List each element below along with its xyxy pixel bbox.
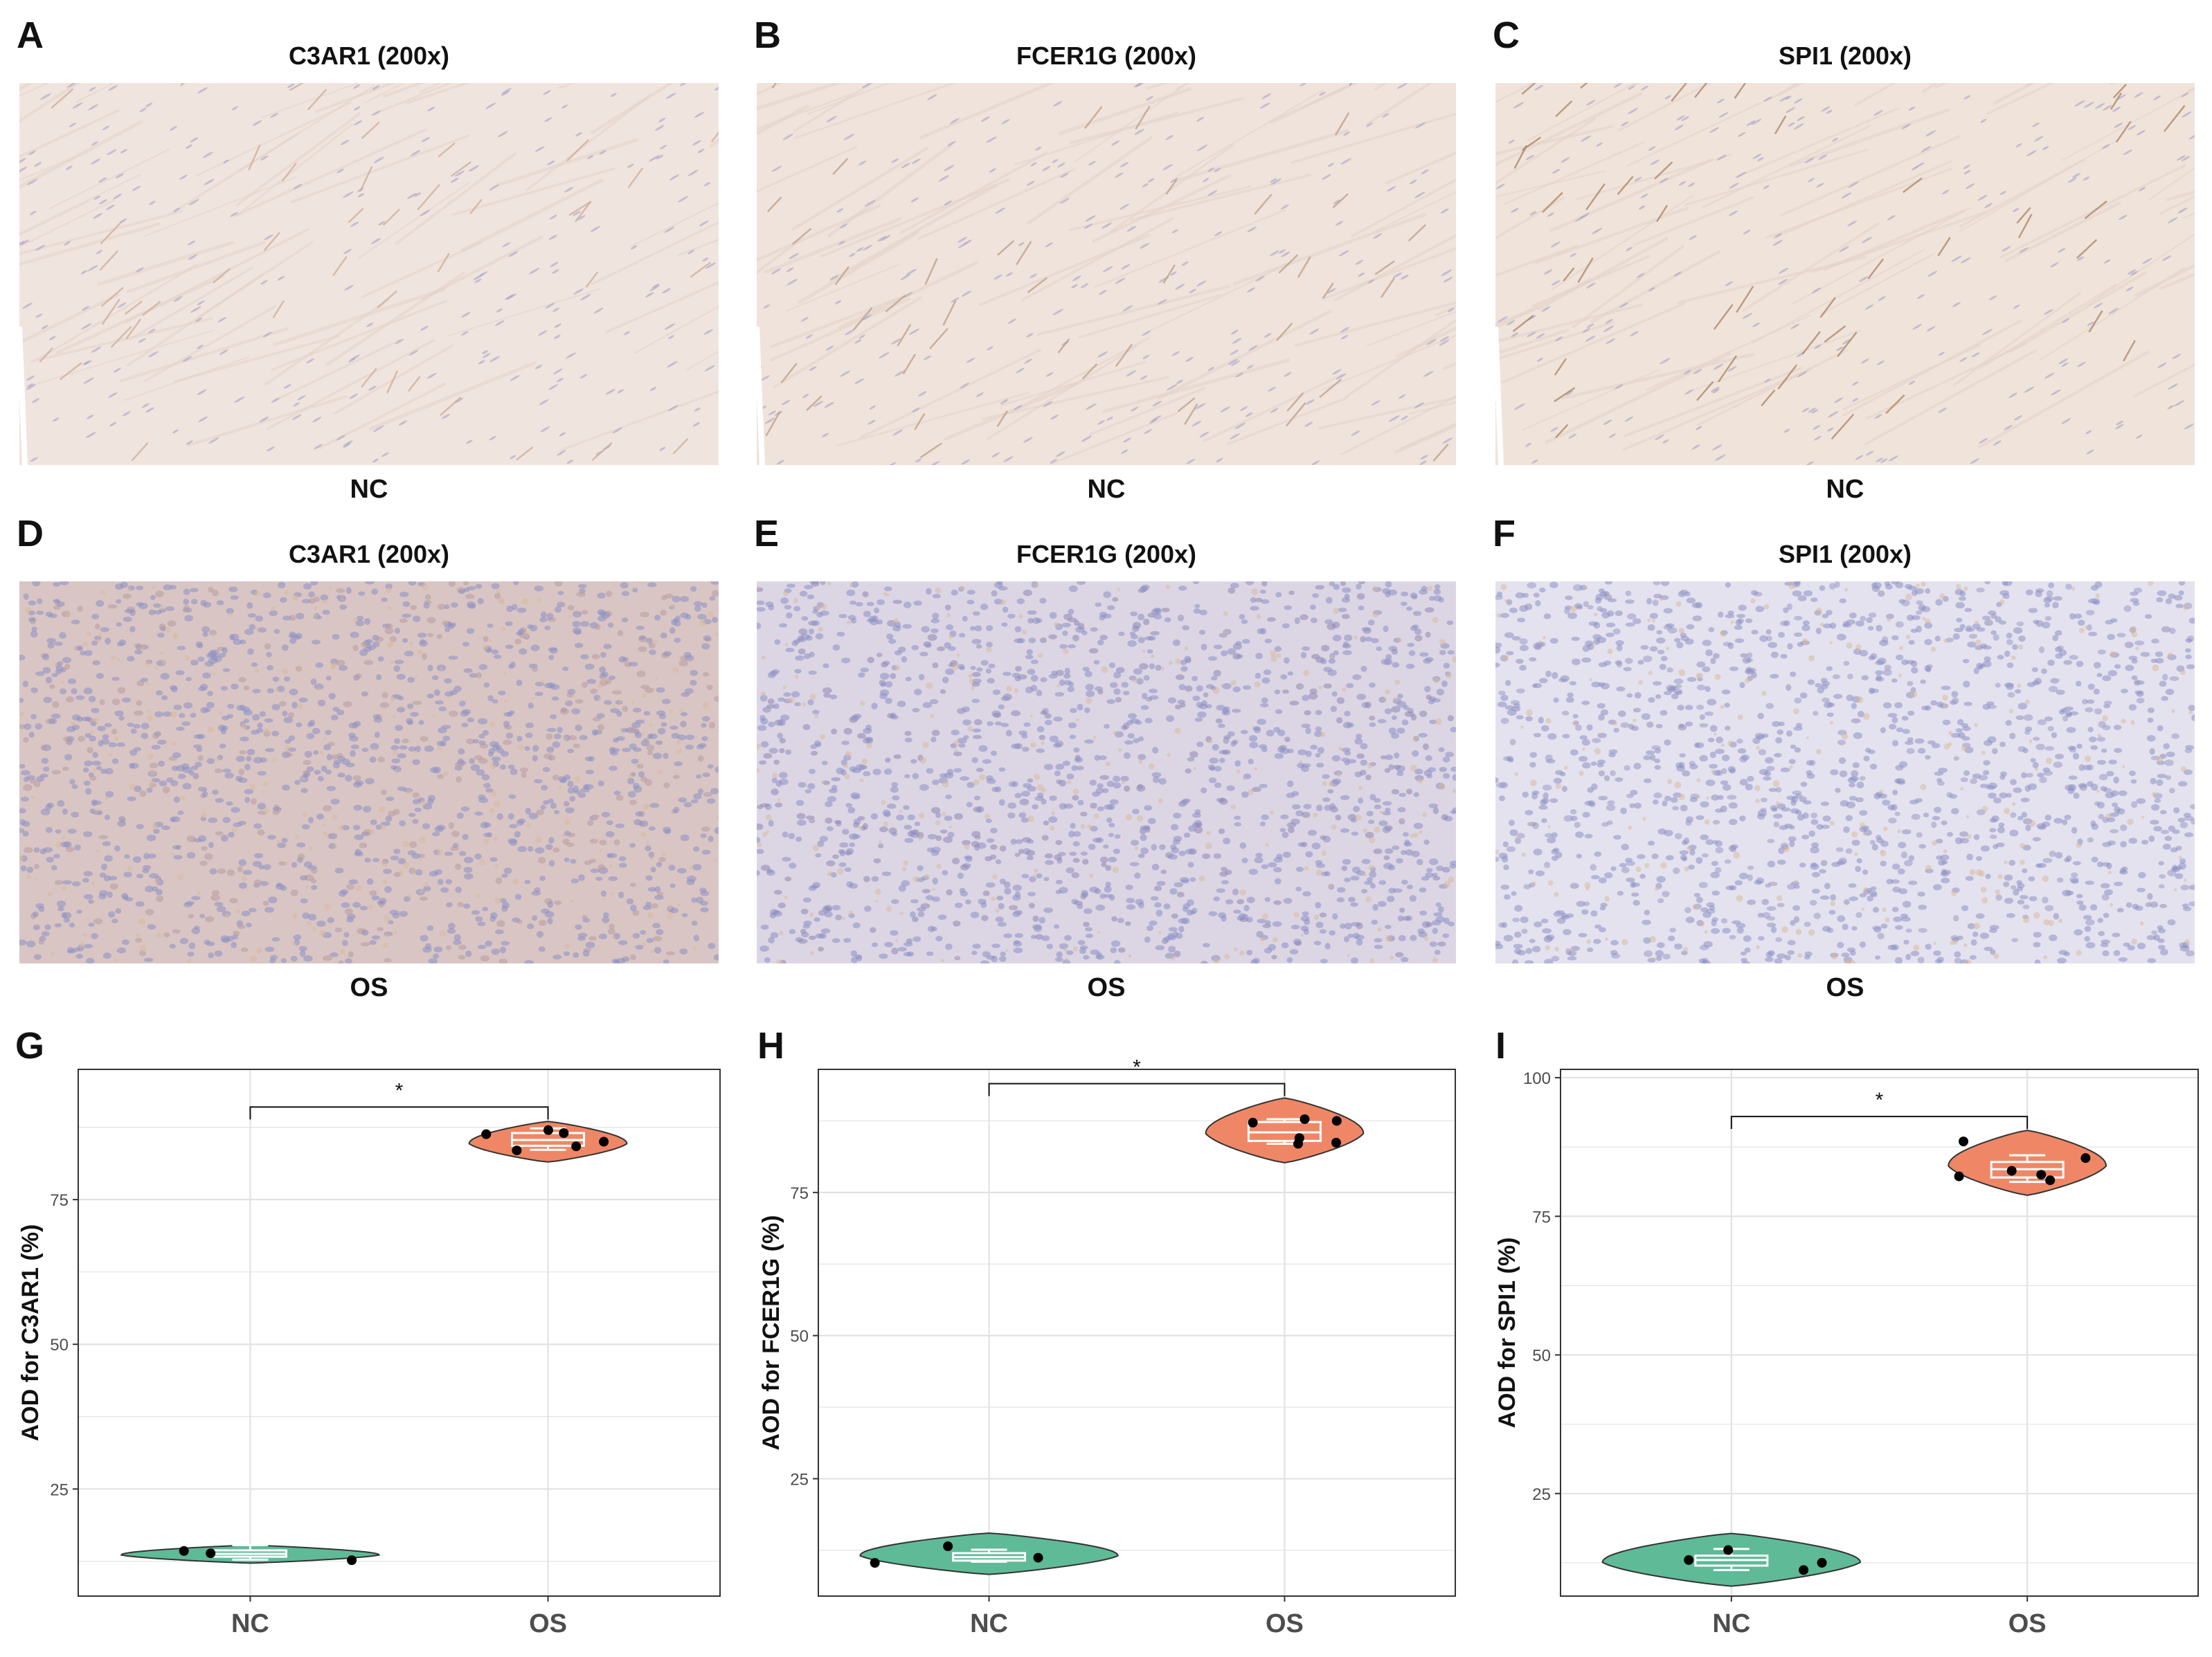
micrograph-image xyxy=(757,83,1456,465)
y-axis-label: AOD for SPI1 (%) xyxy=(1494,1238,1520,1429)
data-point xyxy=(1033,1552,1043,1563)
data-point xyxy=(1723,1545,1734,1555)
tissue-texture xyxy=(757,83,1456,465)
data-point xyxy=(943,1541,953,1552)
panel-letter: B xyxy=(754,15,781,56)
data-point xyxy=(1331,1116,1342,1126)
panel-letter: D xyxy=(17,513,44,554)
data-point xyxy=(1959,1137,1969,1147)
data-point xyxy=(1684,1555,1694,1565)
plot-area xyxy=(78,1069,720,1596)
y-tick-label: 100 xyxy=(1523,1069,1551,1088)
panel-caption: OS xyxy=(1826,973,1864,1002)
data-point xyxy=(179,1546,189,1556)
data-point xyxy=(559,1128,569,1138)
y-tick-label: 75 xyxy=(1532,1208,1551,1226)
panel-letter: A xyxy=(17,15,44,56)
panel-letter: G xyxy=(15,1025,45,1067)
y-tick-label: 25 xyxy=(790,1470,809,1489)
x-tick-label-nc: NC xyxy=(1712,1609,1750,1638)
plot-border xyxy=(1560,1069,2199,1597)
data-point xyxy=(2006,1166,2017,1176)
plot-border xyxy=(78,1069,721,1597)
y-tick-label: 75 xyxy=(790,1184,809,1203)
panel-title: FCER1G (200x) xyxy=(1016,540,1197,568)
panel-caption: NC xyxy=(1087,475,1126,504)
y-tick-label: 25 xyxy=(50,1481,69,1499)
significance-star: * xyxy=(1876,1089,1884,1112)
data-point xyxy=(1954,1171,1964,1181)
panel-caption: OS xyxy=(350,973,388,1002)
panel-title: C3AR1 (200x) xyxy=(288,540,450,568)
panel-letter: H xyxy=(757,1025,784,1067)
panel-caption: NC xyxy=(350,475,388,504)
data-point xyxy=(571,1141,582,1152)
panel-title: SPI1 (200x) xyxy=(1778,42,1912,70)
micrograph-image xyxy=(1495,581,2195,963)
data-point xyxy=(347,1555,357,1566)
data-point xyxy=(599,1137,609,1147)
data-point xyxy=(1331,1137,1341,1148)
panel-title: C3AR1 (200x) xyxy=(288,42,450,70)
data-point xyxy=(2045,1175,2056,1186)
data-point xyxy=(1248,1117,1258,1128)
tissue-texture xyxy=(757,581,1456,963)
data-point xyxy=(2080,1153,2091,1163)
tissue-texture xyxy=(19,83,719,465)
significance-star: * xyxy=(1133,1056,1141,1079)
panel-letter: C xyxy=(1493,15,1520,56)
y-tick-label: 50 xyxy=(1532,1347,1551,1366)
micrograph-image xyxy=(1495,83,2195,465)
micrograph-image xyxy=(19,581,719,963)
data-point xyxy=(1300,1114,1310,1124)
y-tick-label: 50 xyxy=(50,1336,69,1355)
data-point xyxy=(206,1548,216,1559)
tissue-texture xyxy=(1495,581,2195,963)
significance-bracket xyxy=(249,1106,549,1120)
tissue-texture xyxy=(19,581,719,963)
tissue-texture xyxy=(1495,83,2195,465)
data-point xyxy=(481,1129,492,1139)
significance-bracket xyxy=(1730,1116,2029,1130)
x-tick-label-os: OS xyxy=(1266,1609,1304,1638)
micrograph-image xyxy=(19,83,719,465)
y-tick-label: 25 xyxy=(1532,1485,1551,1504)
y-axis-label: AOD for C3AR1 (%) xyxy=(17,1224,44,1442)
significance-star: * xyxy=(395,1079,404,1102)
panel-caption: OS xyxy=(1087,973,1126,1002)
data-point xyxy=(512,1146,522,1156)
panel-caption: NC xyxy=(1826,475,1864,504)
panel-letter: F xyxy=(1493,513,1516,554)
x-tick-label-nc: NC xyxy=(970,1609,1008,1638)
panel-letter: E xyxy=(754,513,780,554)
micrograph-image xyxy=(757,581,1456,963)
panel-letter: I xyxy=(1495,1025,1507,1067)
y-tick-label: 50 xyxy=(790,1328,809,1346)
x-tick-label-os: OS xyxy=(2008,1609,2047,1638)
plot-area xyxy=(1561,1069,2198,1596)
data-point xyxy=(870,1558,880,1568)
plot-border xyxy=(818,1069,1456,1597)
x-tick-label-os: OS xyxy=(529,1609,567,1638)
x-tick-label-nc: NC xyxy=(231,1609,269,1638)
data-point xyxy=(2036,1170,2047,1180)
plot-area xyxy=(818,1069,1455,1596)
data-point xyxy=(1817,1557,1827,1568)
panel-title: SPI1 (200x) xyxy=(1778,540,1912,568)
y-tick-label: 75 xyxy=(50,1191,69,1210)
data-point xyxy=(1293,1139,1303,1149)
panel-title: FCER1G (200x) xyxy=(1016,42,1197,70)
significance-bracket xyxy=(988,1083,1286,1096)
y-axis-label: AOD for FCER1G (%) xyxy=(758,1215,784,1451)
data-point xyxy=(543,1125,553,1135)
data-point xyxy=(1799,1565,1809,1575)
